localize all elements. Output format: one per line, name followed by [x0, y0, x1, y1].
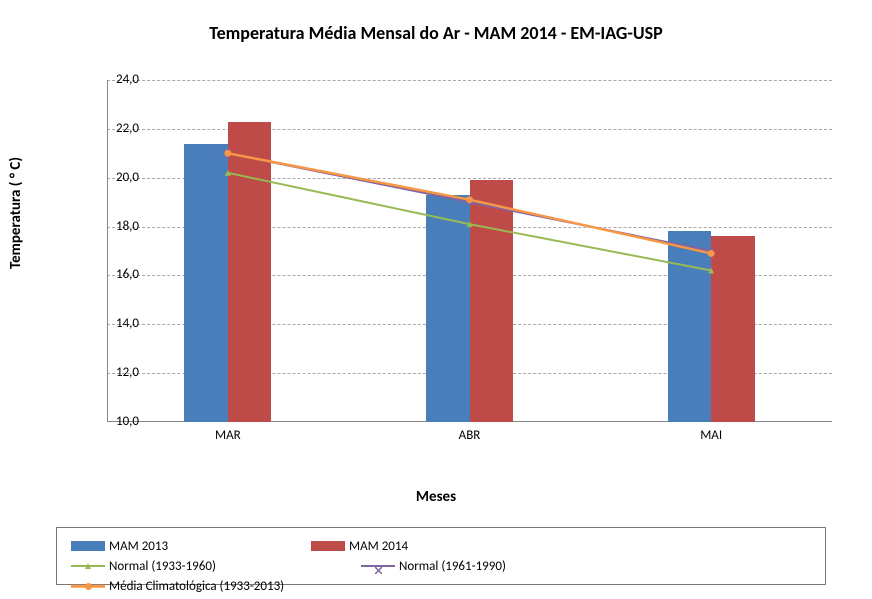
y-tick-label: 12,0: [89, 365, 139, 380]
legend-label: Normal (1933-1960): [109, 559, 216, 574]
legend-marker: [85, 583, 92, 590]
x-tick-label: ABR: [420, 428, 520, 443]
legend-item: Normal (1933-1960): [71, 556, 351, 576]
line-marker: [708, 250, 715, 257]
y-tick-label: 20,0: [89, 170, 139, 185]
legend-item: Normal (1961-1990): [361, 556, 591, 576]
legend-marker: [85, 563, 91, 569]
legend-swatch: [361, 560, 395, 572]
legend-marker: [375, 563, 382, 570]
legend-item: MAM 2013: [71, 536, 301, 556]
y-tick-label: 24,0: [89, 72, 139, 87]
legend: MAM 2013 MAM 2014 Normal (1933-1960) Normal…: [56, 527, 826, 585]
legend-label: Normal (1961-1990): [399, 559, 506, 574]
y-tick-label: 10,0: [89, 414, 139, 429]
y-axis-label: Temperatura ( ° C): [7, 157, 25, 269]
plot-area: MARABRMAI: [107, 80, 832, 422]
legend-label: MAM 2013: [109, 539, 168, 554]
line-marker: [466, 196, 473, 203]
y-tick-label: 22,0: [89, 121, 139, 136]
legend-label: MAM 2014: [349, 539, 408, 554]
chart-title: Temperatura Média Mensal do Ar - MAM 201…: [0, 22, 872, 44]
x-tick-label: MAR: [178, 428, 278, 443]
y-tick-label: 16,0: [89, 267, 139, 282]
x-axis-label: Meses: [0, 488, 872, 506]
y-tick-label: 18,0: [89, 219, 139, 234]
line-marker: [224, 150, 231, 157]
y-tick-label: 14,0: [89, 316, 139, 331]
x-tick-label: MAI: [661, 428, 761, 443]
legend-swatch: [71, 541, 105, 551]
line-series: [228, 153, 711, 253]
legend-swatch: [71, 560, 105, 572]
legend-swatch: [71, 580, 105, 592]
chart-container: Temperatura Média Mensal do Ar - MAM 201…: [0, 0, 872, 599]
lines-layer: [107, 80, 832, 422]
legend-item: MAM 2014: [311, 536, 541, 556]
legend-swatch: [311, 541, 345, 551]
legend-label: Média Climatológica (1933-2013): [109, 579, 284, 594]
legend-item: Média Climatológica (1933-2013): [71, 576, 301, 596]
